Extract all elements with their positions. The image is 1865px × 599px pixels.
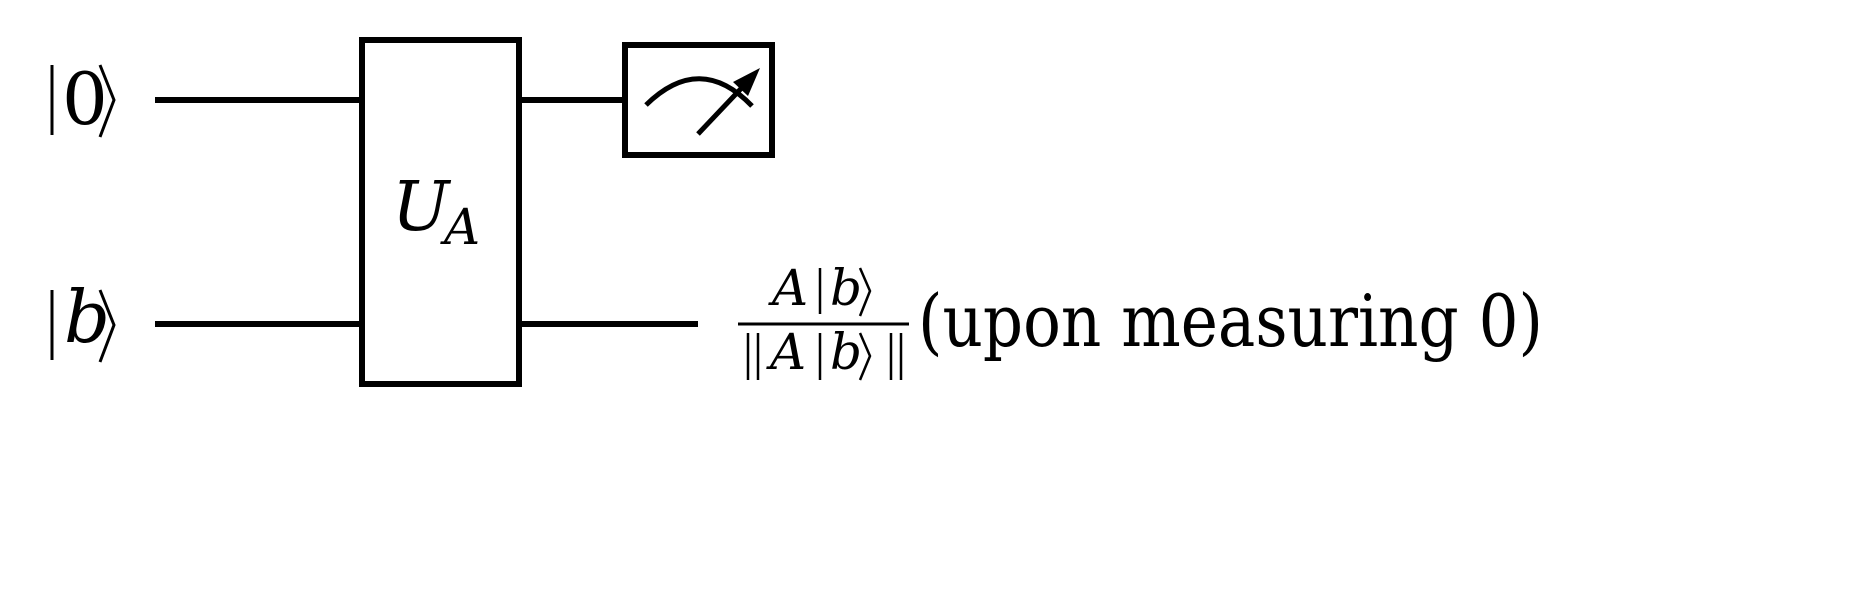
- meter-icon: [622, 42, 775, 158]
- input-ket-b: b: [50, 275, 116, 363]
- input-ket-zero: 0: [50, 57, 116, 141]
- gate-ua: U A: [359, 37, 522, 387]
- denominator: A b: [746, 323, 903, 381]
- numerator-operator: A: [768, 259, 808, 317]
- gate-subscript: A: [440, 198, 480, 256]
- output-expression: A b A b (upon measuring 0): [738, 259, 1543, 381]
- input-ket-zero-label: 0: [62, 57, 108, 141]
- numerator-ket: b: [830, 259, 862, 317]
- measurement-note: (upon measuring 0): [918, 279, 1543, 363]
- gate-symbol: U: [392, 168, 452, 247]
- denominator-ket: b: [830, 323, 862, 381]
- denominator-operator: A: [766, 323, 806, 381]
- input-ket-b-label: b: [64, 275, 110, 359]
- numerator: A b: [768, 259, 872, 317]
